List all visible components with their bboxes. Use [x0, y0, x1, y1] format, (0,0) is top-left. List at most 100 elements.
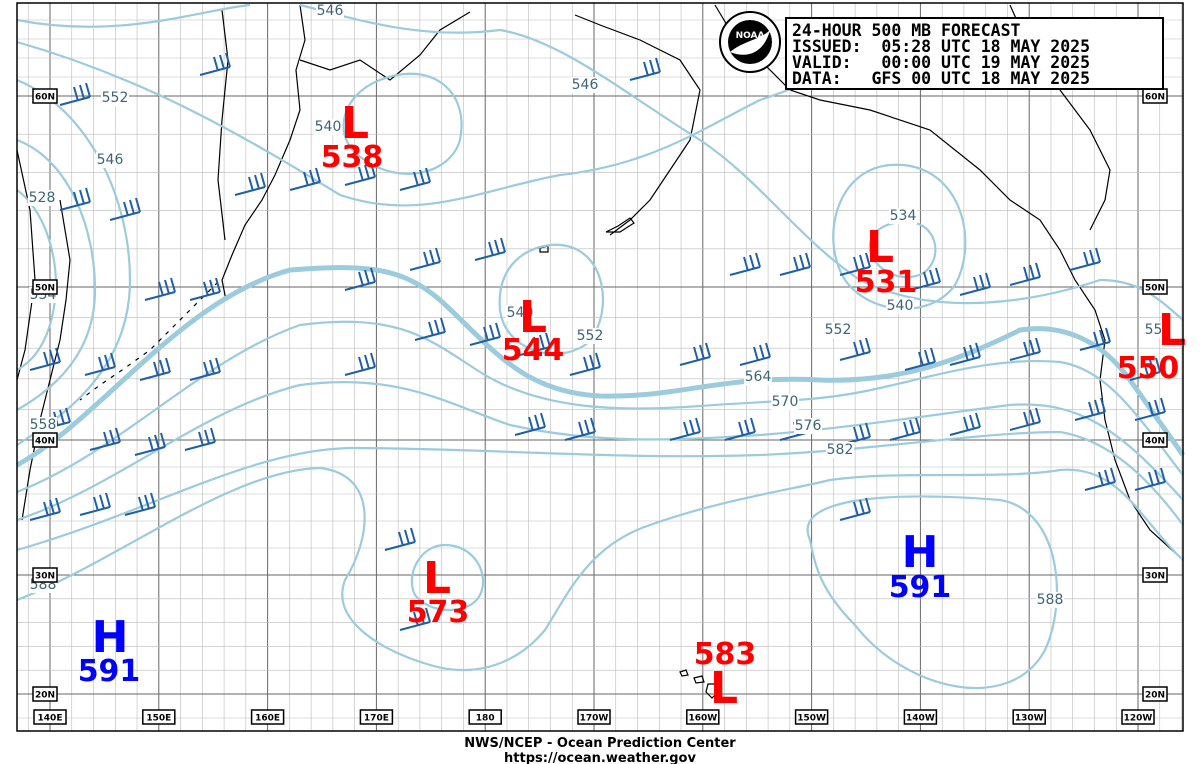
wind-barb: [289, 167, 321, 191]
contour-588: [806, 495, 1058, 690]
header-valid: VALID: 00:00 UTC 19 MAY 2025: [792, 53, 1090, 72]
wind-barb: [839, 337, 871, 361]
center-letter: L: [1158, 305, 1186, 356]
contour-label-bg: [744, 369, 772, 385]
longitude-label: 170E: [364, 714, 389, 724]
wind-barb: [189, 357, 221, 381]
center-letter: H: [902, 527, 939, 578]
axis-labels: 60N 60N 50N 50N 40N 40N 30N 30N 20N 20N 140E 150E 16…: [32, 88, 1168, 725]
latitude-label: 50N: [35, 284, 55, 294]
contour-label: 552: [825, 322, 852, 338]
contour-label: 564: [745, 369, 772, 385]
contour-label-bg: [101, 90, 129, 106]
grid: [17, 3, 1183, 731]
wind-barb: [679, 342, 711, 366]
latitude-label-box: [1142, 279, 1168, 295]
contour-label-bg: [1036, 592, 1064, 608]
center-letter: L: [519, 292, 547, 343]
longitude-label: 150E: [146, 714, 171, 724]
latitude-label: 40N: [35, 437, 55, 447]
wind-barb: [839, 422, 871, 446]
contour-label-bg: [571, 77, 599, 93]
wind-barb: [124, 492, 156, 516]
contour-label: 552: [577, 328, 604, 344]
wind-barb: [724, 417, 756, 441]
wind-barb: [89, 427, 121, 451]
contour-label: 576: [795, 418, 822, 434]
logo-bird: [730, 30, 770, 55]
latitude-label-box: [32, 88, 58, 104]
contour-label-bg: [96, 152, 124, 168]
wind-barb: [399, 167, 431, 191]
longitude-label: 180: [476, 714, 495, 724]
latitude-label: 60N: [35, 93, 55, 103]
wind-barb: [1134, 467, 1166, 491]
contour-label: 546: [317, 3, 344, 19]
longitude-label-box: [250, 709, 285, 725]
contour-label: 546: [97, 152, 124, 168]
wind-barb: [1084, 467, 1116, 491]
center-value: 544: [502, 333, 565, 368]
contour-588-outer: [16, 466, 1184, 672]
longitude-label-box: [577, 709, 611, 725]
center-value: 583: [694, 637, 757, 672]
wind-barb: [519, 332, 551, 356]
longitude-label-box: [903, 709, 938, 725]
contour-label: 540: [315, 119, 342, 135]
latitude-label: 20N: [35, 691, 55, 701]
wind-barb: [779, 252, 811, 276]
contour-576: [16, 381, 1184, 522]
longitude-label: 160E: [255, 714, 280, 724]
header-box: [785, 17, 1164, 90]
wind-barb: [1129, 357, 1161, 381]
wind-barb: [514, 412, 546, 436]
contour-546-west: [16, 78, 132, 446]
contour-570: [16, 320, 1184, 494]
latitude-label: 60N: [1145, 93, 1165, 103]
wind-barb: [29, 497, 61, 521]
contour-label: 582: [827, 442, 854, 458]
longitude-label-box: [686, 709, 720, 725]
latitude-label-box: [32, 279, 58, 295]
okhotsk-coast: [217, 9, 229, 241]
longitude-label-box: [794, 709, 829, 725]
contour-label-bg: [794, 418, 822, 434]
center-value: 531: [855, 265, 918, 300]
wind-barb: [889, 417, 921, 441]
contour-label: 546: [572, 77, 599, 93]
contour-label-bg: [576, 328, 604, 344]
longitude-label: 130W: [1015, 714, 1044, 724]
wind-barb: [79, 492, 111, 516]
contour-label: 540: [507, 305, 534, 321]
wind-barb: [1009, 262, 1041, 286]
latitude-label-box: [1142, 567, 1168, 583]
wind-barb: [1069, 247, 1101, 271]
center-letter: L: [423, 553, 451, 604]
wind-barb: [134, 432, 166, 456]
contour-label: 552: [1145, 322, 1172, 338]
wind-barb: [629, 57, 661, 81]
latitude-label: 40N: [1145, 437, 1165, 447]
header-title: 24-HOUR 500 MB FORECAST: [792, 21, 1021, 40]
wind-barb: [1134, 397, 1166, 421]
wind-barb: [1074, 397, 1106, 421]
contour-label-bg: [316, 3, 344, 19]
latitude-label-box: [1142, 686, 1168, 702]
longitude-label-box: [1121, 709, 1155, 725]
contour-582: [16, 430, 1184, 552]
contour-label-bg: [824, 322, 852, 338]
center-value: 591: [78, 654, 141, 689]
contour-label-bg: [29, 417, 57, 433]
longitude-label: 150W: [797, 714, 826, 724]
contour-label: 552: [102, 90, 129, 106]
contour-low-573: [410, 543, 485, 612]
contour-534-east: [868, 220, 937, 279]
latitude-label-box: [32, 567, 58, 583]
noaa-logo: NOAA: [719, 11, 781, 73]
wind-barb: [409, 247, 441, 271]
contour-label: 588: [1037, 592, 1064, 608]
latitude-label: 30N: [35, 572, 55, 582]
wind-barb: [144, 277, 176, 301]
